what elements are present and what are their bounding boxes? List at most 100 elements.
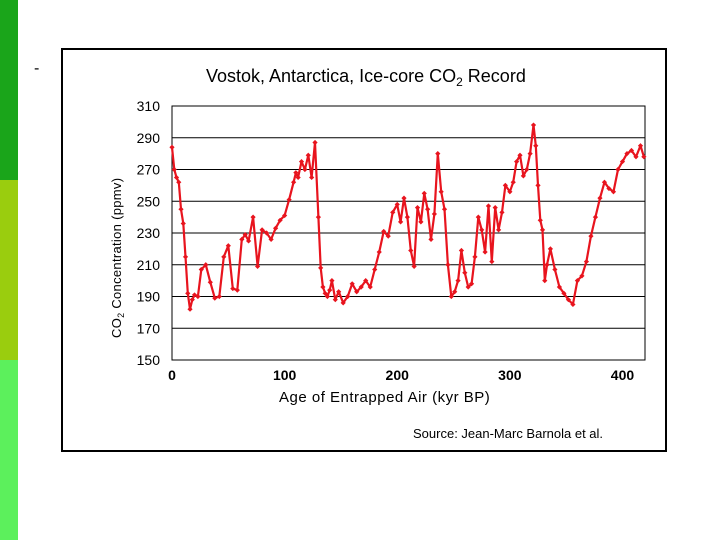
data-point	[404, 214, 410, 220]
y-tick-210: 210	[137, 257, 161, 273]
data-point	[495, 227, 502, 233]
data-point	[619, 158, 626, 165]
data-point	[418, 219, 424, 225]
data-point	[428, 236, 434, 242]
data-point	[472, 254, 478, 260]
data-point	[250, 214, 256, 220]
data-point	[178, 206, 184, 212]
data-point	[556, 284, 563, 290]
y-tick-170: 170	[137, 320, 161, 336]
x-tick-400: 400	[611, 367, 635, 383]
data-point	[565, 297, 572, 303]
data-point	[408, 247, 414, 254]
data-point	[291, 179, 297, 185]
y-tick-190: 190	[137, 289, 161, 305]
data-point	[239, 236, 245, 242]
data-point	[445, 262, 451, 268]
data-point	[574, 278, 581, 284]
data-point	[349, 281, 355, 287]
data-point	[234, 287, 240, 293]
data-point	[524, 166, 530, 173]
data-point	[363, 278, 369, 284]
data-point	[225, 243, 231, 249]
data-point	[398, 219, 404, 225]
data-point	[624, 151, 630, 157]
data-point	[610, 189, 617, 195]
chart-frame	[61, 48, 667, 452]
accent-strip-dark	[0, 0, 18, 180]
data-point	[592, 214, 599, 220]
data-point	[421, 190, 427, 196]
data-point	[458, 247, 465, 254]
data-point	[298, 158, 305, 165]
data-point	[230, 285, 236, 292]
data-point	[182, 254, 189, 260]
data-point	[189, 297, 195, 303]
data-point	[441, 206, 448, 212]
data-point	[394, 201, 400, 208]
data-point	[448, 293, 454, 300]
y-tick-290: 290	[137, 130, 161, 146]
data-point	[381, 228, 387, 235]
data-point	[180, 220, 186, 227]
data-point	[547, 246, 553, 252]
data-point	[499, 209, 505, 215]
data-point	[414, 205, 421, 211]
co2-chart: Vostok, Antarctica, Ice-core CO2 Record …	[109, 66, 647, 441]
y-tick-labels: 150 170 190 210 230 250 270 290 310	[137, 98, 161, 368]
data-point	[438, 189, 444, 195]
data-point	[195, 293, 201, 300]
data-point	[588, 233, 594, 239]
data-point	[336, 289, 342, 295]
data-point	[514, 158, 520, 165]
data-point	[510, 179, 516, 185]
accent-strip-light	[0, 360, 18, 540]
data-point	[462, 270, 468, 276]
data-point	[176, 179, 182, 185]
data-point	[187, 306, 193, 312]
co2-series	[169, 122, 647, 312]
data-point	[435, 151, 441, 157]
data-point	[169, 144, 175, 150]
data-point	[452, 289, 458, 295]
data-point	[345, 293, 351, 300]
data-point	[312, 139, 318, 146]
data-point	[552, 266, 558, 273]
data-point	[309, 174, 315, 181]
data-point	[305, 152, 311, 158]
data-point	[390, 209, 396, 215]
data-point	[561, 290, 567, 296]
data-point	[221, 254, 227, 260]
bullet-marker: -	[34, 60, 40, 77]
x-tick-0: 0	[168, 367, 176, 383]
data-point	[489, 258, 495, 265]
data-point	[533, 143, 539, 149]
plot-area	[171, 105, 646, 361]
x-tick-100: 100	[273, 367, 297, 383]
data-point	[542, 278, 548, 284]
data-point	[320, 284, 326, 290]
y-axis-label: CO2 Concentration (ppmv)	[109, 178, 126, 338]
data-point	[537, 217, 543, 223]
data-point	[242, 231, 248, 238]
data-point	[517, 152, 523, 158]
accent-strip-mid	[0, 180, 18, 360]
data-point	[401, 195, 407, 201]
data-point	[601, 179, 608, 185]
data-point	[633, 154, 639, 160]
x-tick-labels: 0 100 200 300 400	[168, 367, 634, 383]
data-point	[455, 278, 461, 284]
y-tick-230: 230	[137, 225, 161, 241]
data-point	[324, 293, 331, 300]
data-point	[216, 293, 222, 300]
source-credit: Source: Jean-Marc Barnola et al.	[413, 426, 603, 441]
data-point	[468, 281, 475, 287]
x-axis-label: Age of Entrapped Air (kyr BP)	[279, 389, 490, 406]
y-tick-270: 270	[137, 162, 161, 178]
data-point	[492, 205, 498, 211]
data-point	[482, 249, 488, 255]
data-point	[502, 182, 508, 188]
data-point	[641, 154, 647, 160]
data-point	[520, 173, 526, 179]
data-point	[606, 185, 612, 192]
